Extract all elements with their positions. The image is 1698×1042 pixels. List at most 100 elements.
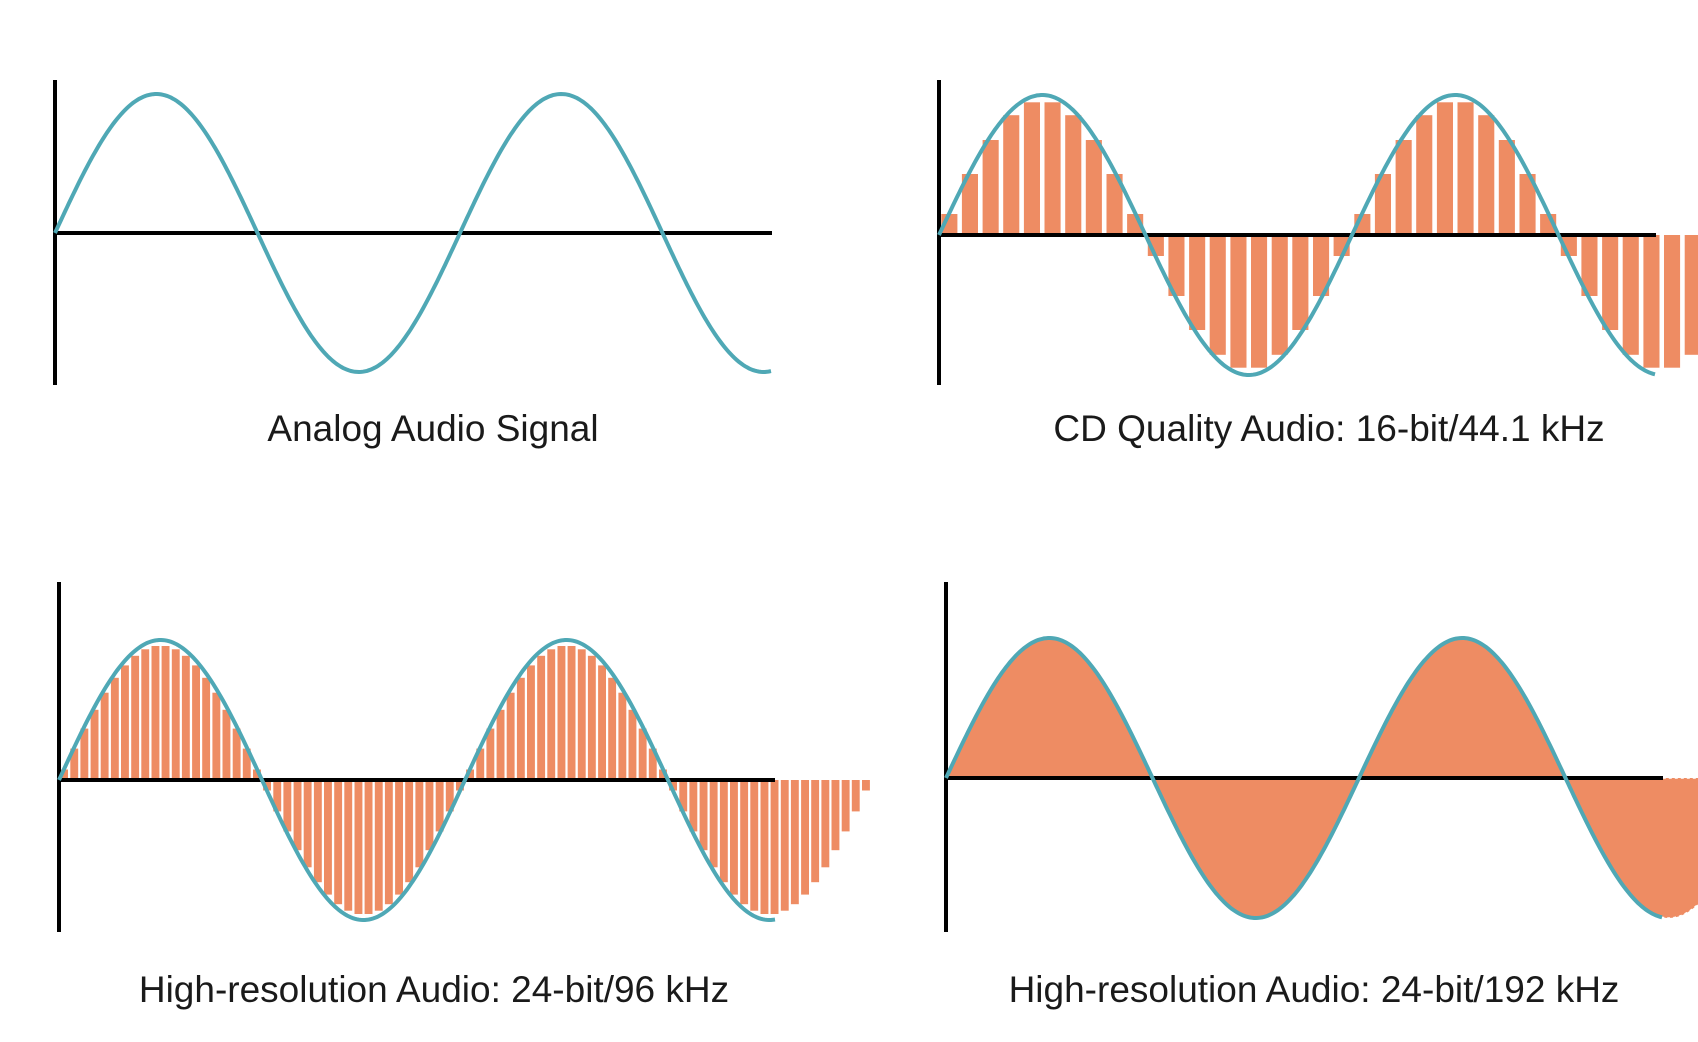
- sample-bar: [1292, 235, 1309, 330]
- sample-bar: [659, 769, 667, 780]
- sample-bar: [537, 655, 546, 780]
- sample-bar: [181, 655, 190, 780]
- sample-bar: [638, 728, 647, 780]
- sample-bar: [750, 780, 759, 911]
- analog-waveform-plot: [53, 80, 772, 385]
- sample-bar: [354, 780, 363, 914]
- caption-cd-quality: CD Quality Audio: 16-bit/44.1 kHz: [1053, 408, 1605, 449]
- sample-bar: [435, 780, 444, 832]
- sample-bar: [425, 780, 434, 851]
- sample-bar: [1602, 235, 1619, 330]
- panel-analog: Analog Audio Signal: [0, 0, 849, 521]
- sample-bar: [1065, 115, 1082, 235]
- sample-bar: [1023, 102, 1040, 235]
- sample-bar: [445, 780, 454, 812]
- sample-bar: [1457, 102, 1474, 235]
- sample-bar: [334, 780, 343, 905]
- sample-bar: [851, 780, 860, 812]
- caption-analog: Analog Audio Signal: [267, 408, 599, 449]
- sample-bar: [476, 748, 485, 780]
- sample-bar: [303, 780, 312, 868]
- sample-bar: [801, 780, 809, 895]
- sample-bar: [1395, 140, 1412, 235]
- sine-waveform: [937, 93, 1656, 377]
- sine-waveform: [57, 638, 776, 922]
- sample-bar: [100, 692, 109, 780]
- sample-bar: [263, 780, 271, 791]
- sample-bar: [151, 646, 160, 780]
- sample-bar: [1416, 115, 1433, 235]
- sample-bar: [202, 677, 211, 780]
- sample-bar: [171, 649, 180, 780]
- sample-bar: [577, 649, 586, 780]
- sample-bar: [131, 655, 140, 780]
- sample-bar: [811, 780, 820, 883]
- cd-quality-waveform-plot: [937, 80, 1698, 385]
- sample-bar: [1622, 235, 1639, 355]
- sample-bar: [212, 692, 221, 780]
- sample-bar: [232, 728, 241, 780]
- panel-hires-192: High-resolution Audio: 24-bit/192 kHz: [849, 521, 1698, 1042]
- sample-bar: [70, 748, 79, 780]
- sample-bar: [496, 709, 505, 780]
- sample-bar: [253, 769, 261, 780]
- sample-bar: [222, 709, 231, 780]
- sample-bar: [506, 692, 515, 780]
- sample-bar: [80, 728, 89, 780]
- sample-bar: [283, 780, 292, 832]
- sample-bar: [587, 655, 596, 780]
- sample-bar: [740, 780, 749, 905]
- sample-bar: [709, 780, 718, 868]
- sample-bar: [1251, 235, 1268, 368]
- sample-bar: [90, 709, 99, 780]
- sine-waveform: [944, 636, 1663, 920]
- sample-bar: [110, 677, 119, 780]
- sample-bar: [466, 769, 474, 780]
- sample-bar: [1478, 115, 1495, 235]
- sample-bar: [364, 780, 373, 914]
- sample-bar: [760, 780, 769, 914]
- sample-bar: [719, 780, 728, 883]
- sample-bar: [1271, 235, 1288, 355]
- sample-bar: [1003, 115, 1020, 235]
- sample-bar: [608, 677, 617, 780]
- panel-hires-96: High-resolution Audio: 24-bit/96 kHz: [0, 521, 870, 1042]
- sample-bar: [862, 780, 870, 791]
- sample-bar: [273, 780, 282, 812]
- sample-bar: [1684, 235, 1698, 355]
- sample-bar: [1519, 174, 1536, 235]
- sample-bar: [1374, 174, 1391, 235]
- sample-bar: [831, 780, 840, 851]
- hires-192-waveform-plot: [944, 582, 1698, 932]
- sample-bar: [395, 780, 403, 895]
- sample-bar: [344, 780, 353, 911]
- sample-bar: [1044, 102, 1061, 235]
- sample-bar: [242, 748, 251, 780]
- sample-bar: [982, 140, 999, 235]
- sample-bar: [821, 780, 830, 868]
- sample-bar: [780, 780, 789, 911]
- sample-bar: [547, 649, 556, 780]
- sample-bar: [790, 780, 799, 905]
- sample-bar: [557, 646, 566, 780]
- sample-bar: [415, 780, 424, 868]
- sample-bar: [141, 649, 150, 780]
- sample-bar: [456, 780, 464, 791]
- sample-bar: [1209, 235, 1226, 355]
- sample-bar: [527, 665, 535, 780]
- sample-bar: [293, 780, 302, 851]
- caption-hires-96: High-resolution Audio: 24-bit/96 kHz: [138, 969, 730, 1010]
- sample-bar: [516, 677, 525, 780]
- sample-bar: [841, 780, 850, 832]
- sample-bar: [689, 780, 698, 832]
- sample-bar: [60, 769, 68, 780]
- sample-bar: [770, 780, 779, 914]
- sample-bar: [324, 780, 332, 895]
- sample-bar: [1106, 174, 1123, 235]
- sample-bar: [628, 709, 637, 780]
- sample-bar: [1189, 235, 1206, 330]
- panel-cd-quality: CD Quality Audio: 16-bit/44.1 kHz: [849, 0, 1698, 521]
- sample-bar: [1581, 235, 1598, 296]
- sample-bar: [405, 780, 414, 883]
- sample-bar: [961, 174, 978, 235]
